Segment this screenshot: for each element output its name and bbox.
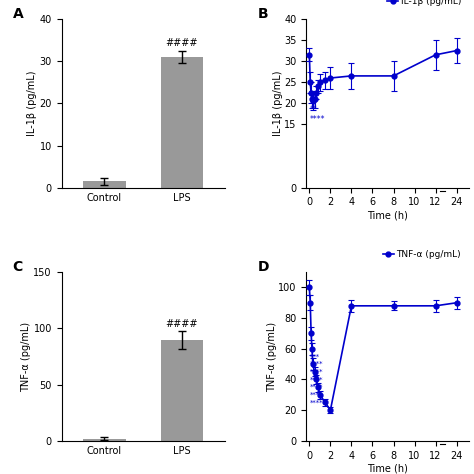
Y-axis label: IL-1β (pg/mL): IL-1β (pg/mL) — [273, 71, 283, 136]
Text: ****: **** — [310, 384, 323, 390]
Text: ####: #### — [166, 319, 198, 329]
Text: A: A — [13, 7, 23, 21]
Text: ****: **** — [310, 376, 323, 383]
Legend: TNF-α (pg/mL): TNF-α (pg/mL) — [379, 246, 465, 263]
Bar — [83, 438, 126, 441]
Text: **: ** — [310, 105, 318, 114]
Text: ***: *** — [310, 354, 320, 359]
Legend: IL-1β (pg/mL): IL-1β (pg/mL) — [383, 0, 465, 9]
Text: ****: **** — [310, 115, 325, 124]
Bar — [83, 182, 126, 188]
Text: C: C — [13, 260, 23, 274]
Y-axis label: TNF-α (pg/mL): TNF-α (pg/mL) — [21, 321, 31, 392]
Text: ****: **** — [310, 369, 323, 375]
X-axis label: Time (h): Time (h) — [367, 463, 408, 474]
X-axis label: Time (h): Time (h) — [367, 210, 408, 220]
Text: D: D — [257, 260, 269, 274]
Y-axis label: IL-1β (pg/mL): IL-1β (pg/mL) — [27, 71, 37, 136]
Bar — [161, 57, 203, 188]
Text: ****: **** — [310, 400, 323, 405]
Text: ****: **** — [310, 392, 323, 398]
Bar — [161, 339, 203, 441]
Y-axis label: TNF-α (pg/mL): TNF-α (pg/mL) — [267, 321, 277, 392]
Text: ####: #### — [166, 38, 198, 48]
Text: B: B — [257, 7, 268, 21]
Text: ****: **** — [310, 361, 323, 367]
